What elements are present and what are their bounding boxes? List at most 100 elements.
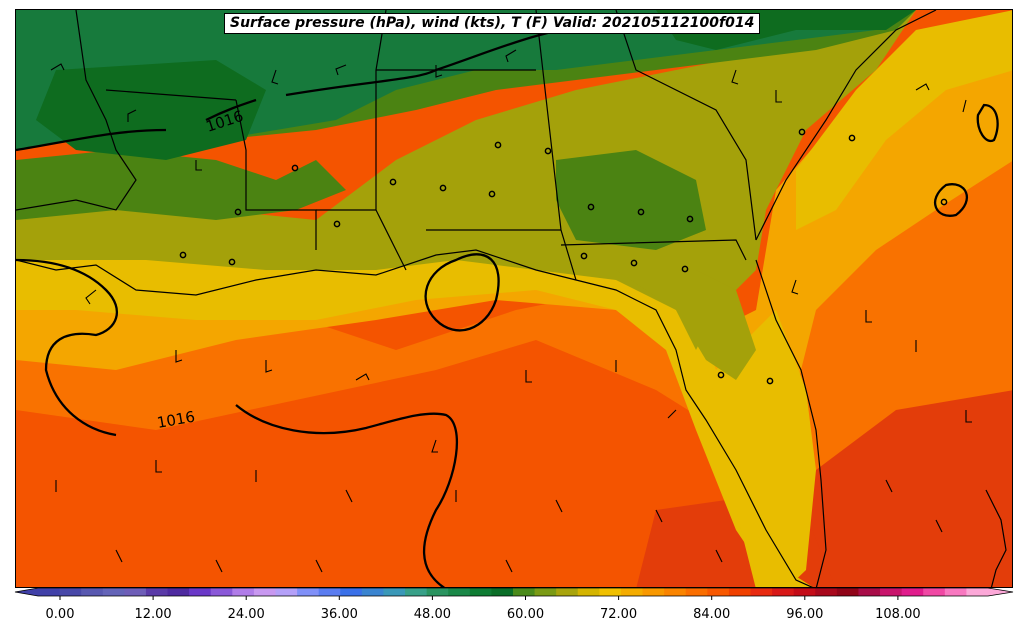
colorbar-tick-label: 12.00 — [134, 607, 172, 622]
colorbar-segment — [340, 588, 363, 596]
wind-barb — [935, 519, 943, 533]
wind-barb — [155, 460, 162, 473]
colorbar-segment — [728, 588, 752, 596]
green-inland-patch — [556, 150, 706, 250]
isobar-line — [424, 253, 500, 332]
colorbar-tick-label: 60.00 — [506, 607, 545, 622]
wind-barb — [315, 559, 323, 573]
olive-land-region — [16, 10, 916, 350]
colorbar-segment — [469, 588, 493, 596]
wind-barb — [50, 63, 65, 71]
wind-barb — [667, 409, 677, 419]
colorbar-segment — [556, 588, 579, 596]
colorbar-segment — [102, 588, 125, 596]
calm-circle — [439, 184, 447, 192]
map-title: Surface pressure (hPa), wind (kts), T (F… — [224, 13, 761, 34]
calm-circle — [940, 198, 948, 206]
calm-circles — [179, 128, 948, 385]
wind-barb — [335, 64, 347, 76]
florida-olive — [616, 270, 756, 380]
wind-barb — [271, 69, 279, 85]
isobar-line — [16, 128, 167, 152]
wind-barb — [555, 499, 563, 513]
wind-barb — [915, 83, 930, 91]
colorbar-segment — [232, 588, 255, 596]
colorbar-segment — [620, 588, 644, 596]
calm-circle — [848, 134, 856, 142]
calm-circle — [494, 141, 502, 149]
colorbar-tick-label: 84.00 — [693, 607, 731, 622]
wind-barb — [435, 65, 443, 78]
colorbar-segment — [124, 588, 147, 596]
isobar-line — [976, 103, 999, 143]
wind-barbs — [50, 49, 972, 573]
yellow-coastal-band — [16, 240, 813, 587]
atlantic-yellow — [796, 10, 1012, 230]
colorbar-segment — [189, 588, 212, 596]
colorbar-segment — [297, 588, 320, 596]
calm-circle — [389, 178, 397, 186]
wind-barb — [885, 479, 893, 493]
colorbar-segment — [923, 588, 946, 596]
colorbar-tick-label: 0.00 — [45, 607, 75, 622]
calm-circle — [798, 128, 806, 136]
wind-barb — [715, 549, 723, 563]
wind-barb — [345, 489, 353, 503]
state-borders — [16, 10, 1007, 587]
map-panel: 1016 1016 — [15, 9, 1013, 588]
calm-circle — [580, 252, 588, 260]
colorbar — [14, 587, 1014, 600]
calm-circle — [686, 215, 694, 223]
colorbar-segment — [599, 588, 622, 596]
colorbar-segment — [901, 588, 924, 596]
wind-barb — [775, 90, 782, 103]
colorbar-segment — [944, 588, 968, 596]
colorbar-tick-label: 108.00 — [875, 607, 921, 622]
calm-circle — [179, 251, 187, 259]
colorbar-segment — [513, 588, 536, 596]
wind-barb — [265, 360, 273, 373]
wind-barb — [965, 410, 972, 423]
colorbar-outline — [14, 587, 1014, 597]
colorbar-tick-label: 48.00 — [413, 607, 451, 622]
calm-circle — [681, 265, 689, 273]
colorbar-segment — [275, 588, 298, 596]
colorbar-segment — [966, 588, 989, 596]
colorbar-segment — [534, 588, 557, 596]
calm-circle — [291, 164, 299, 172]
isobar-line — [235, 404, 459, 587]
calm-circle — [630, 259, 638, 267]
florida-yellow — [706, 310, 816, 587]
colorbar-segment — [685, 588, 708, 596]
calm-circle — [333, 220, 341, 228]
colorbar-tick-label: 72.00 — [599, 607, 638, 622]
colorbar-segment — [880, 588, 903, 596]
colorbar-segment — [210, 588, 233, 596]
wind-barb — [127, 109, 137, 122]
wind-barb — [791, 279, 799, 295]
colorbar-segment — [577, 588, 600, 596]
colorbar-segment — [707, 588, 730, 596]
colorbar-segment — [59, 588, 82, 596]
colorbar-segment — [750, 588, 773, 596]
colorbar-segment — [815, 588, 838, 596]
colorbar-segments — [14, 587, 1014, 597]
calm-circle — [717, 371, 725, 379]
wind-barb — [431, 439, 438, 453]
darkest-green-patch — [36, 60, 266, 160]
colorbar-segment — [836, 588, 860, 596]
calm-circle — [544, 147, 552, 155]
colorbar-segment — [81, 588, 104, 596]
calm-circle — [488, 190, 496, 198]
colorbar-min-extend — [15, 588, 38, 596]
isobar-line — [16, 258, 118, 437]
calm-circle — [234, 208, 242, 216]
colorbar-ticks — [59, 596, 899, 600]
wind-barb — [505, 49, 517, 63]
wind-barb — [115, 549, 123, 563]
colorbar-tick-label: 36.00 — [320, 607, 358, 622]
colorbar-max-extend — [988, 588, 1013, 596]
calm-circle — [228, 258, 236, 266]
colorbar-segment — [642, 588, 665, 596]
isobar-line — [205, 98, 257, 122]
